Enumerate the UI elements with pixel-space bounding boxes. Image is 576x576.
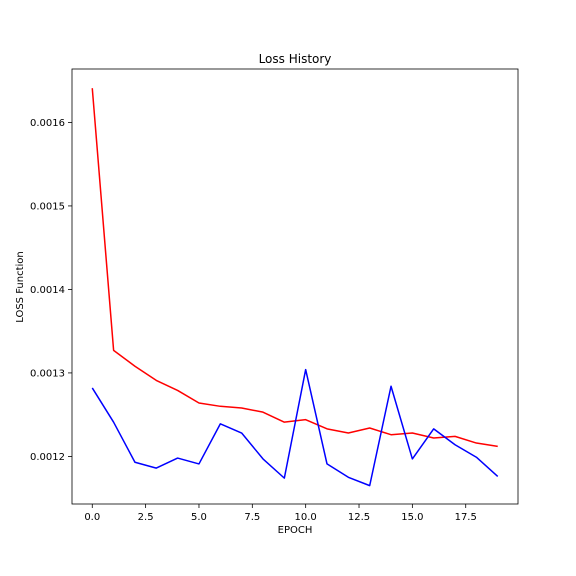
y-axis-ticks: 0.0012 0.0013 0.0014 0.0015 0.0016 [30,118,72,463]
x-axis-label: EPOCH [278,525,313,536]
series-line-2 [91,368,499,487]
plot-area-frame [71,68,519,505]
x-tick-label: 15.0 [401,512,423,523]
x-tick-label: 7.5 [244,512,260,523]
y-tick-label: 0.0015 [30,201,65,212]
x-tick-label: 17.5 [455,512,477,523]
y-tick-label: 0.0012 [30,452,65,463]
series-lines [91,88,499,487]
x-axis-ticks: 0.0 2.5 5.0 7.5 10.0 12.5 15.0 17.5 [84,504,477,523]
x-tick-label: 2.5 [138,512,154,523]
x-tick-label: 12.5 [348,512,370,523]
y-axis-label: LOSS Function [15,251,26,323]
y-tick-label: 0.0016 [30,118,65,129]
y-tick-label: 0.0014 [30,285,65,296]
y-tick-label: 0.0013 [30,368,65,379]
chart-title: Loss History [259,52,332,66]
x-tick-label: 10.0 [295,512,317,523]
x-tick-label: 0.0 [84,512,100,523]
x-tick-label: 5.0 [191,512,207,523]
